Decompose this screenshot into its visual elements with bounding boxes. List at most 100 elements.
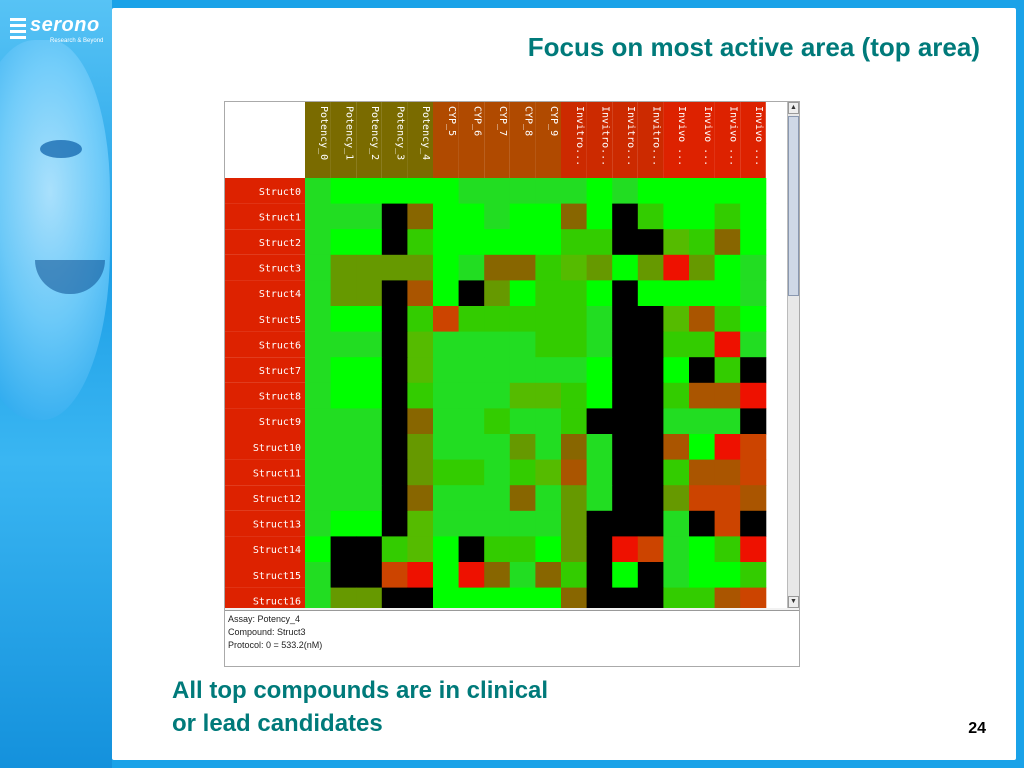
heatmap-cell[interactable]: [484, 306, 511, 333]
row-header-bg[interactable]: [225, 178, 305, 204]
heatmap-cell[interactable]: [356, 536, 383, 563]
heatmap-cell[interactable]: [356, 331, 383, 358]
heatmap-cell[interactable]: [637, 382, 664, 409]
column-header-label[interactable]: Potency_0: [318, 106, 329, 160]
heatmap-cell[interactable]: [407, 408, 434, 435]
heatmap-cell[interactable]: [305, 306, 332, 333]
column-header-bg[interactable]: [637, 102, 664, 178]
heatmap-cell[interactable]: [612, 536, 639, 563]
heatmap-cell[interactable]: [637, 280, 664, 307]
heatmap-cell[interactable]: [637, 229, 664, 256]
row-header-bg[interactable]: [225, 331, 305, 358]
heatmap-cell[interactable]: [484, 203, 511, 230]
heatmap-cell[interactable]: [356, 280, 383, 307]
heatmap-cell[interactable]: [433, 434, 460, 461]
heatmap-cell[interactable]: [509, 306, 536, 333]
heatmap-cell[interactable]: [535, 357, 562, 384]
row-header-label[interactable]: Struct6: [259, 340, 301, 351]
heatmap-cell[interactable]: [714, 510, 741, 537]
heatmap-cell[interactable]: [433, 562, 460, 589]
heatmap-cell[interactable]: [433, 280, 460, 307]
heatmap-cell[interactable]: [586, 178, 613, 205]
heatmap-cell[interactable]: [586, 587, 613, 608]
heatmap-cell[interactable]: [356, 587, 383, 608]
heatmap-cell[interactable]: [663, 587, 690, 608]
heatmap-cell[interactable]: [586, 229, 613, 256]
row-header-bg[interactable]: [225, 459, 305, 486]
row-header-label[interactable]: Struct4: [259, 289, 301, 300]
heatmap-cell[interactable]: [586, 485, 613, 512]
heatmap-cell[interactable]: [740, 178, 767, 205]
heatmap-cell[interactable]: [535, 254, 562, 281]
heatmap-cell[interactable]: [637, 587, 664, 608]
heatmap-cell[interactable]: [407, 587, 434, 608]
row-header-label[interactable]: Struct8: [259, 392, 301, 403]
heatmap-cell[interactable]: [561, 408, 588, 435]
heatmap-cell[interactable]: [330, 510, 357, 537]
heatmap-cell[interactable]: [740, 587, 767, 608]
heatmap-cell[interactable]: [561, 229, 588, 256]
heatmap-cell[interactable]: [612, 203, 639, 230]
row-header-bg[interactable]: [225, 510, 305, 537]
heatmap-cell[interactable]: [689, 357, 716, 384]
heatmap-cell[interactable]: [381, 459, 408, 486]
heatmap-cell[interactable]: [612, 562, 639, 589]
heatmap-cell[interactable]: [637, 536, 664, 563]
heatmap-cell[interactable]: [714, 587, 741, 608]
heatmap-cell[interactable]: [561, 434, 588, 461]
heatmap-cell[interactable]: [535, 203, 562, 230]
heatmap-cell[interactable]: [714, 434, 741, 461]
heatmap-cell[interactable]: [663, 459, 690, 486]
row-header-label[interactable]: Struct12: [253, 494, 301, 505]
heatmap-cell[interactable]: [689, 178, 716, 205]
column-header-label[interactable]: Invitro...: [625, 106, 636, 166]
heatmap-cell[interactable]: [714, 357, 741, 384]
heatmap-cell[interactable]: [433, 229, 460, 256]
heatmap-cell[interactable]: [689, 434, 716, 461]
heatmap-cell[interactable]: [689, 562, 716, 589]
heatmap-cell[interactable]: [535, 562, 562, 589]
heatmap-cell[interactable]: [330, 178, 357, 205]
heatmap-cell[interactable]: [612, 254, 639, 281]
heatmap-cell[interactable]: [740, 203, 767, 230]
heatmap-cell[interactable]: [330, 306, 357, 333]
heatmap-cell[interactable]: [535, 459, 562, 486]
heatmap-cell[interactable]: [330, 536, 357, 563]
heatmap-cell[interactable]: [509, 485, 536, 512]
row-header-bg[interactable]: [225, 382, 305, 409]
heatmap-cell[interactable]: [458, 459, 485, 486]
scroll-down-button[interactable]: ▼: [788, 596, 799, 608]
heatmap-cell[interactable]: [561, 562, 588, 589]
heatmap-cell[interactable]: [689, 459, 716, 486]
column-header-label[interactable]: CYP_6: [471, 106, 482, 136]
heatmap-cell[interactable]: [305, 203, 332, 230]
heatmap-cell[interactable]: [407, 357, 434, 384]
heatmap-grid-area[interactable]: Potency_0 Potency_1 Potency_2 Potency_3 Pote…: [225, 102, 787, 608]
heatmap-cell[interactable]: [484, 562, 511, 589]
heatmap-cell[interactable]: [740, 434, 767, 461]
heatmap-cell[interactable]: [407, 229, 434, 256]
row-header-bg[interactable]: [225, 280, 305, 306]
heatmap-cell[interactable]: [689, 229, 716, 256]
heatmap-cell[interactable]: [663, 562, 690, 589]
heatmap-cell[interactable]: [689, 510, 716, 537]
heatmap-cell[interactable]: [535, 536, 562, 563]
heatmap-cell[interactable]: [714, 331, 741, 358]
heatmap-cell[interactable]: [433, 587, 460, 608]
heatmap-cell[interactable]: [330, 229, 357, 256]
heatmap-cell[interactable]: [714, 229, 741, 256]
row-header-bg[interactable]: [225, 254, 305, 281]
heatmap-cell[interactable]: [612, 587, 639, 608]
heatmap-cell[interactable]: [433, 306, 460, 333]
column-header-label[interactable]: Invivo ...: [702, 106, 713, 166]
heatmap-cell[interactable]: [663, 510, 690, 537]
heatmap-cell[interactable]: [689, 382, 716, 409]
heatmap-cell[interactable]: [356, 178, 383, 205]
column-header-label[interactable]: Potency_3: [395, 106, 406, 160]
row-header-bg[interactable]: [225, 306, 305, 332]
column-header-bg[interactable]: [612, 102, 638, 178]
heatmap-cell[interactable]: [305, 280, 332, 307]
heatmap-cell[interactable]: [458, 280, 485, 307]
heatmap-cell[interactable]: [535, 306, 562, 333]
row-header-bg[interactable]: [225, 485, 305, 511]
